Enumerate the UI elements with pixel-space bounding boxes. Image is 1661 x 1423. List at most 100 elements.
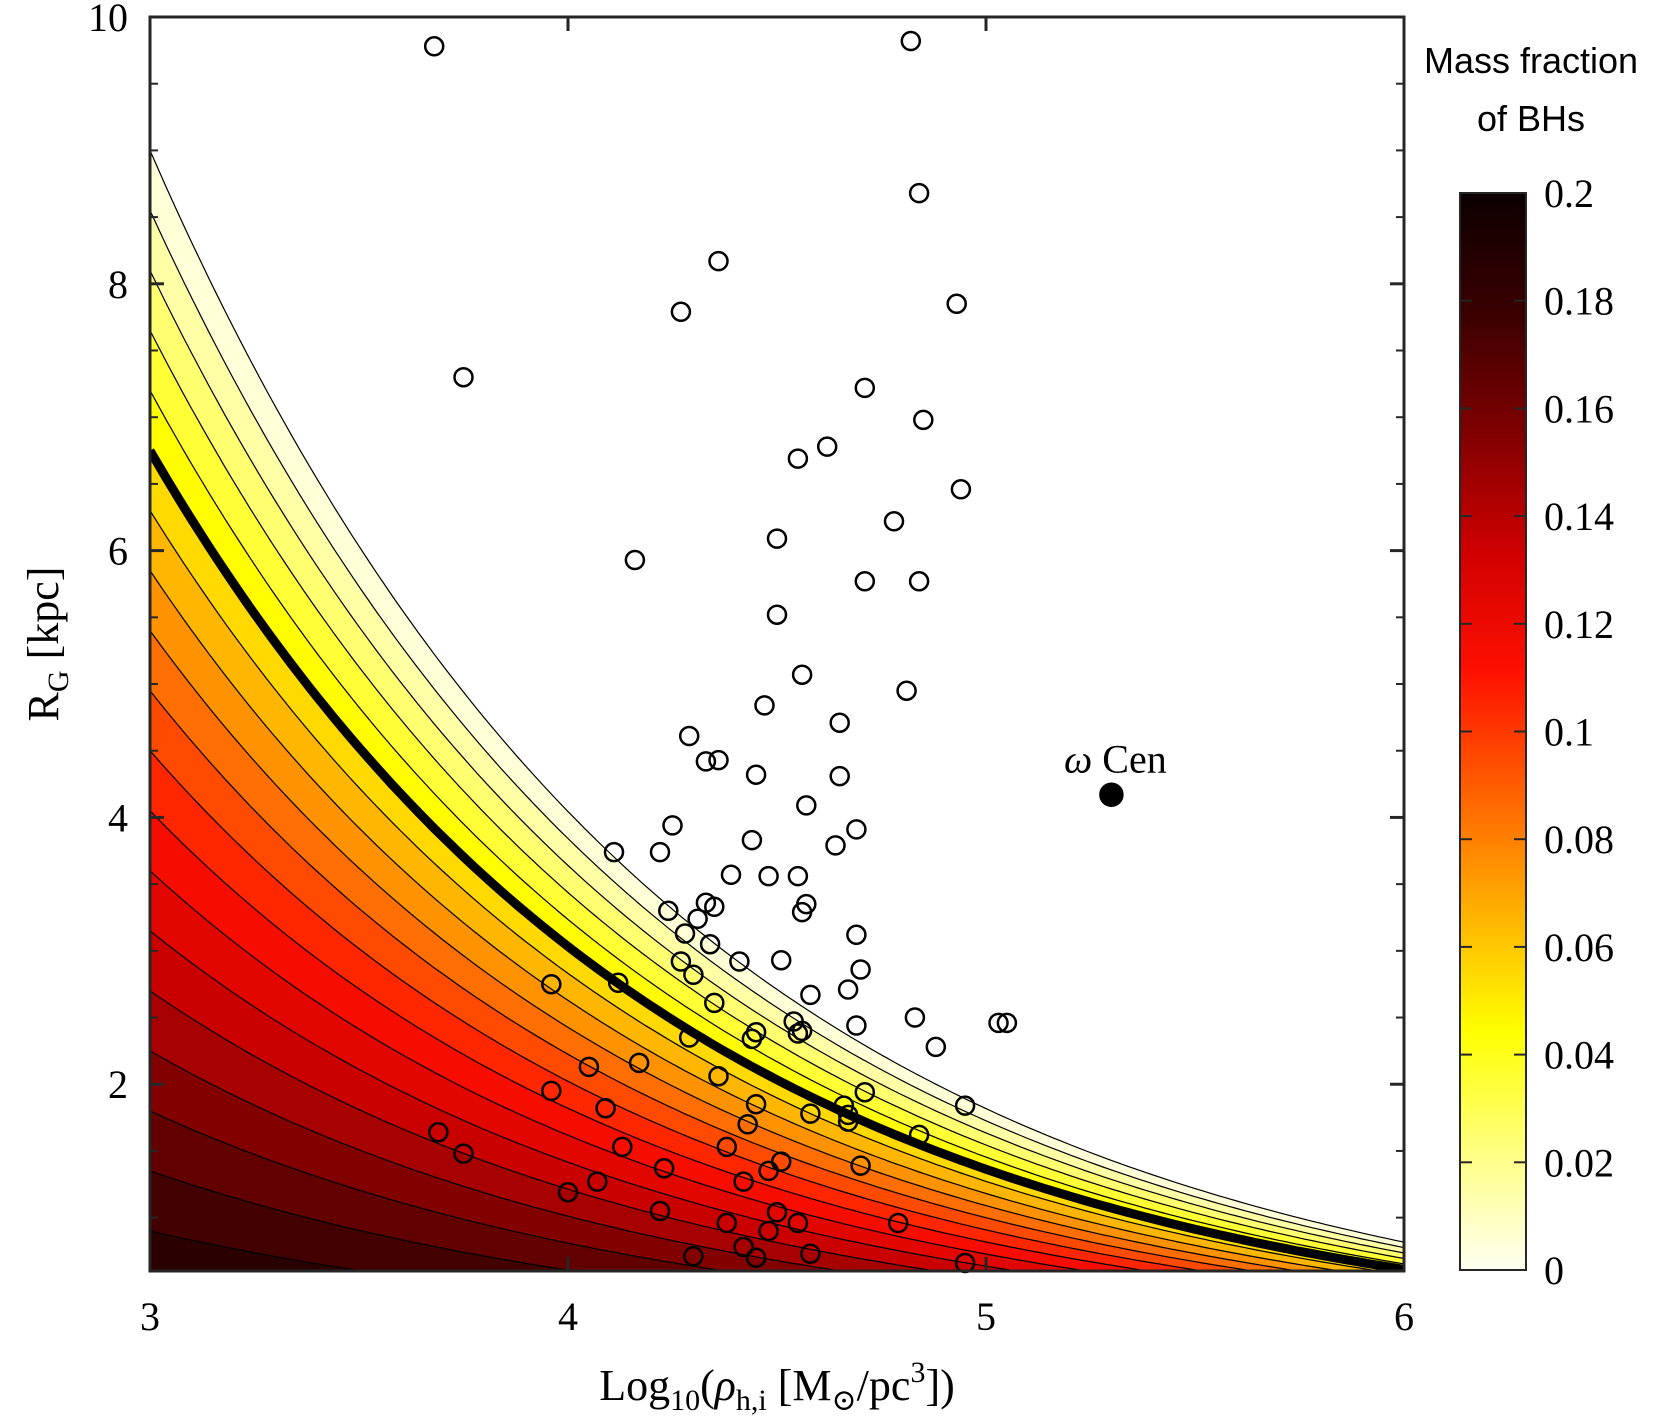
contour-line [150,330,1404,1260]
cluster-point [829,712,850,733]
cluster-point [770,949,792,971]
contour-line [150,1291,1404,1338]
cluster-point [612,1136,633,1158]
cluster-point [678,1027,700,1048]
contour-line [150,150,1404,1243]
highlight-contour-line [150,448,1404,1271]
x-axis-title: Log10(ρh,i [M⊙/pc3]) [599,1356,955,1417]
y-tick-label: 6 [108,529,128,574]
contour-line [150,390,1404,1265]
colorbar-tick-label: 0.06 [1544,925,1614,970]
cluster-point [683,1246,704,1267]
contour-line [150,630,1302,1271]
cluster-point [716,1212,738,1234]
cluster-point [800,1243,821,1264]
cluster-point [587,1171,608,1192]
cluster-point [607,972,629,994]
cluster-point [758,1220,779,1242]
cluster-point [541,973,562,995]
cluster-point [766,1202,788,1223]
x-tick-label: 3 [140,1294,160,1339]
cluster-point [541,1080,562,1102]
cluster-point [800,1103,821,1124]
cluster-point [733,1171,754,1192]
contour-band [150,1291,1404,1338]
plot-area: ω Cen 3 4 5 6 2 4 6 8 10 [88,0,1414,1339]
cluster-point [829,765,850,787]
cluster-point [787,865,809,887]
contour-band [150,1110,725,1271]
cluster-point [854,571,876,592]
cluster-point [896,680,917,701]
colorbar-tick-label: 0.12 [1544,602,1614,647]
cluster-point [837,979,859,1000]
y-tick-label: 4 [108,795,128,840]
cluster-point [649,841,671,863]
cluster-point [908,1124,930,1146]
cluster-point [791,664,813,685]
cluster-point [578,1056,600,1078]
contour-fills [150,150,1404,1338]
cluster-point [745,764,767,785]
annotations: ω Cen [1064,737,1167,782]
cluster-point [825,835,846,856]
cluster-point [913,409,934,431]
cluster-point [791,901,813,923]
data-points [423,30,1124,1274]
colorbar-tick-label: 0.16 [1544,386,1614,431]
cluster-point [846,924,867,946]
cluster-point [453,366,474,388]
cluster-point [670,951,692,972]
contour-line [150,570,1344,1271]
cluster-point [624,549,646,571]
omega-cen-label: ω Cen [1064,737,1167,782]
cluster-point [699,933,721,955]
cluster-point [729,951,750,972]
cluster-point [741,829,763,851]
cluster-point [733,1236,754,1258]
cluster-point [787,1023,809,1044]
cluster-point [904,1007,926,1028]
cluster-point [423,36,445,57]
cluster-point [687,908,708,930]
cluster-point [883,511,905,532]
cluster-point [854,1081,876,1103]
contour-line [150,1170,578,1271]
contour-line [150,210,1404,1249]
plot-frame [148,15,1406,1273]
cluster-point [787,448,809,469]
colorbar-tick-label: 0.18 [1544,279,1614,324]
cluster-point [837,1104,859,1126]
colorbar: Mass fraction of BHs 0 0.02 0.04 0.06 0.08 0.… [1424,40,1638,1293]
contour-line [150,1110,729,1271]
cluster-point [800,984,821,1006]
cluster-point [988,1012,1009,1034]
cluster-point [766,528,788,549]
cluster-point [846,819,867,840]
colorbar-ticks: 0 0.02 0.04 0.06 0.08 0.1 0.12 0.14 0.16 0.18 0.2 [1460,171,1614,1293]
cluster-point [704,992,725,1014]
contour-line [150,930,1021,1271]
highlight-contour [150,448,1404,1271]
cluster-point [653,1158,675,1179]
cluster-point [674,923,696,944]
cluster-point [428,1122,449,1143]
cluster-point [908,571,930,592]
cluster-point [670,301,692,323]
cluster-point [787,1212,809,1234]
cluster-point [708,1065,729,1087]
cluster-point [678,725,700,747]
cluster-point [704,896,725,918]
colorbar-tick-label: 0.14 [1544,494,1614,539]
cluster-point [946,293,967,315]
colorbar-tick-label: 0.08 [1544,817,1614,862]
cluster-point [791,1020,813,1042]
cluster-point [683,964,704,986]
cluster-point [628,1052,650,1074]
y-tick-label: 10 [88,0,128,40]
cluster-point [837,1111,859,1132]
x-tick-label: 5 [976,1294,996,1339]
cluster-point [649,1200,671,1222]
cluster-point [720,864,742,886]
colorbar-title-line1: Mass fraction [1424,40,1638,81]
